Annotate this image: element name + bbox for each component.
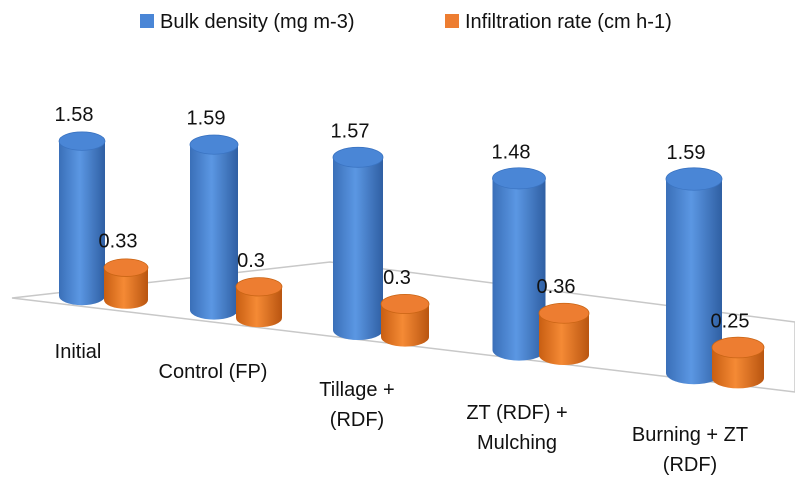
- cylinder-top: [538, 302, 590, 324]
- cylinder: [58, 131, 106, 306]
- cylinder-top: [332, 146, 384, 168]
- data-label: 1.48: [492, 141, 531, 163]
- bar: [666, 179, 722, 373]
- data-label: 1.59: [187, 108, 226, 130]
- x-tick-label: ZT (RDF) + Mulching: [466, 402, 568, 454]
- x-tick-label: Tillage + (RDF): [319, 379, 395, 431]
- legend-label: Bulk density (mg m-3): [160, 11, 355, 33]
- data-label: 0.36: [537, 276, 576, 298]
- cylinder-top: [711, 336, 765, 359]
- data-label: 1.58: [55, 104, 94, 126]
- cylinder: [492, 167, 546, 361]
- data-label: 0.33: [99, 231, 138, 253]
- cylinder-top: [380, 293, 430, 314]
- cylinder-top: [103, 258, 149, 277]
- bar: [190, 144, 238, 310]
- cylinder-top: [58, 131, 106, 151]
- cylinder: [711, 336, 765, 389]
- data-label: 0.25: [711, 311, 750, 333]
- x-tick-label: Burning + ZT (RDF): [631, 424, 749, 476]
- bar: [492, 178, 546, 350]
- cylinder: [189, 134, 239, 320]
- cylinder-top: [235, 277, 283, 297]
- cylinder: [332, 146, 384, 340]
- cylinder: [380, 293, 430, 347]
- data-label: 1.59: [667, 142, 706, 164]
- x-tick-label: Control (FP): [158, 361, 268, 383]
- data-label: 1.57: [331, 120, 370, 142]
- cylinder-top: [189, 134, 239, 155]
- cylinder-top: [492, 167, 546, 190]
- legend-label: Infiltration rate (cm h-1): [465, 11, 672, 33]
- cylinder: [538, 302, 590, 365]
- bar: [59, 141, 105, 296]
- legend-swatch: [445, 14, 459, 28]
- data-label: 0.3: [383, 267, 411, 289]
- x-tick-label: Initial: [54, 341, 102, 363]
- data-label: 0.3: [237, 250, 265, 272]
- cylinder: [665, 167, 723, 385]
- cylinder: [103, 258, 149, 309]
- cylinder: [235, 277, 283, 328]
- legend-swatch: [140, 14, 154, 28]
- bar: [333, 157, 383, 330]
- cylinder-top: [665, 167, 723, 191]
